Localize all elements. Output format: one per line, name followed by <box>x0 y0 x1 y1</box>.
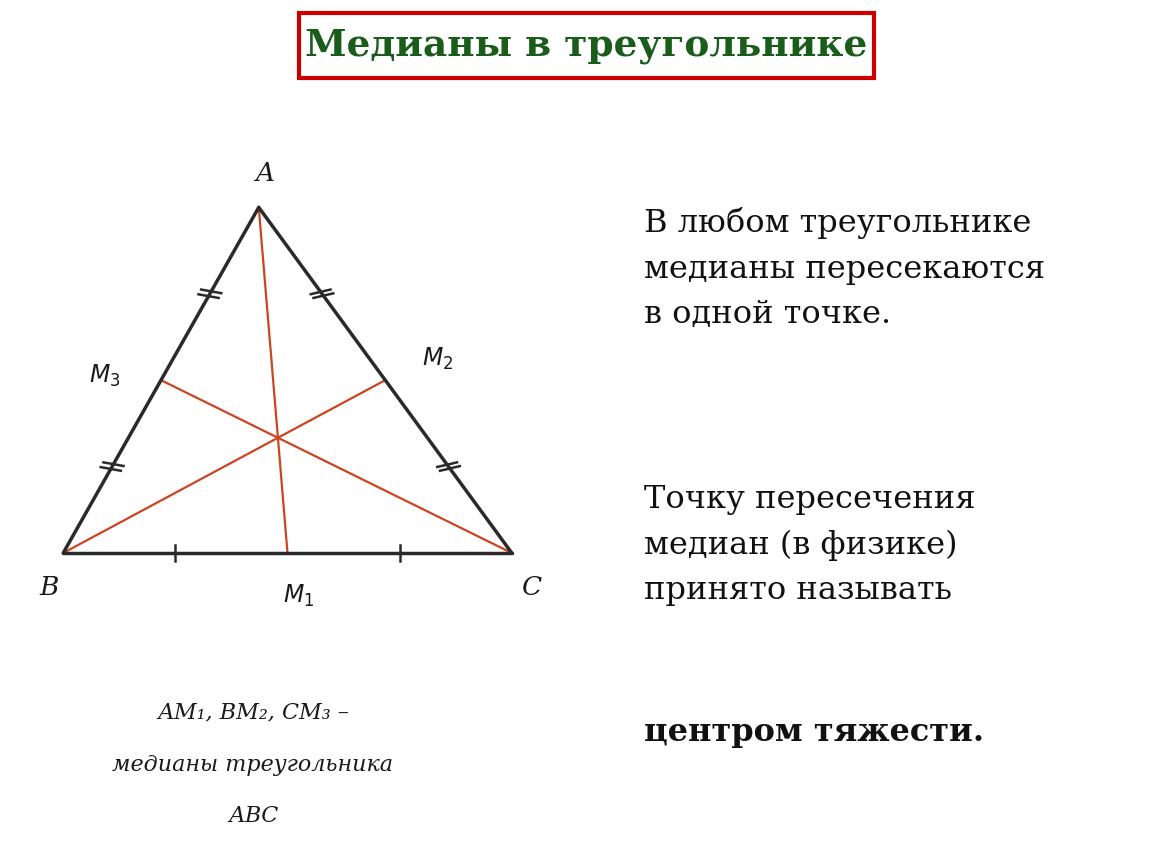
Text: Медианы в треугольнике: Медианы в треугольнике <box>306 27 867 64</box>
Text: $M_2$: $M_2$ <box>422 346 453 372</box>
Text: A: A <box>255 161 274 186</box>
Text: $M_3$: $M_3$ <box>90 363 121 389</box>
Text: медианы треугольника: медианы треугольника <box>113 753 393 776</box>
Text: B: B <box>40 575 59 600</box>
Text: центром тяжести.: центром тяжести. <box>644 717 984 748</box>
Text: АМ₁, ВМ₂, СМ₃ –: АМ₁, ВМ₂, СМ₃ – <box>158 702 348 724</box>
Text: Точку пересечения
медиан (в физике)
принято называть: Точку пересечения медиан (в физике) прин… <box>644 484 975 606</box>
Text: АВС: АВС <box>228 805 278 828</box>
Text: В любом треугольнике
медианы пересекаются
в одной точке.: В любом треугольнике медианы пересекаютс… <box>644 207 1045 330</box>
FancyBboxPatch shape <box>299 13 874 78</box>
Text: C: C <box>522 575 543 600</box>
Text: $M_1$: $M_1$ <box>283 583 315 609</box>
